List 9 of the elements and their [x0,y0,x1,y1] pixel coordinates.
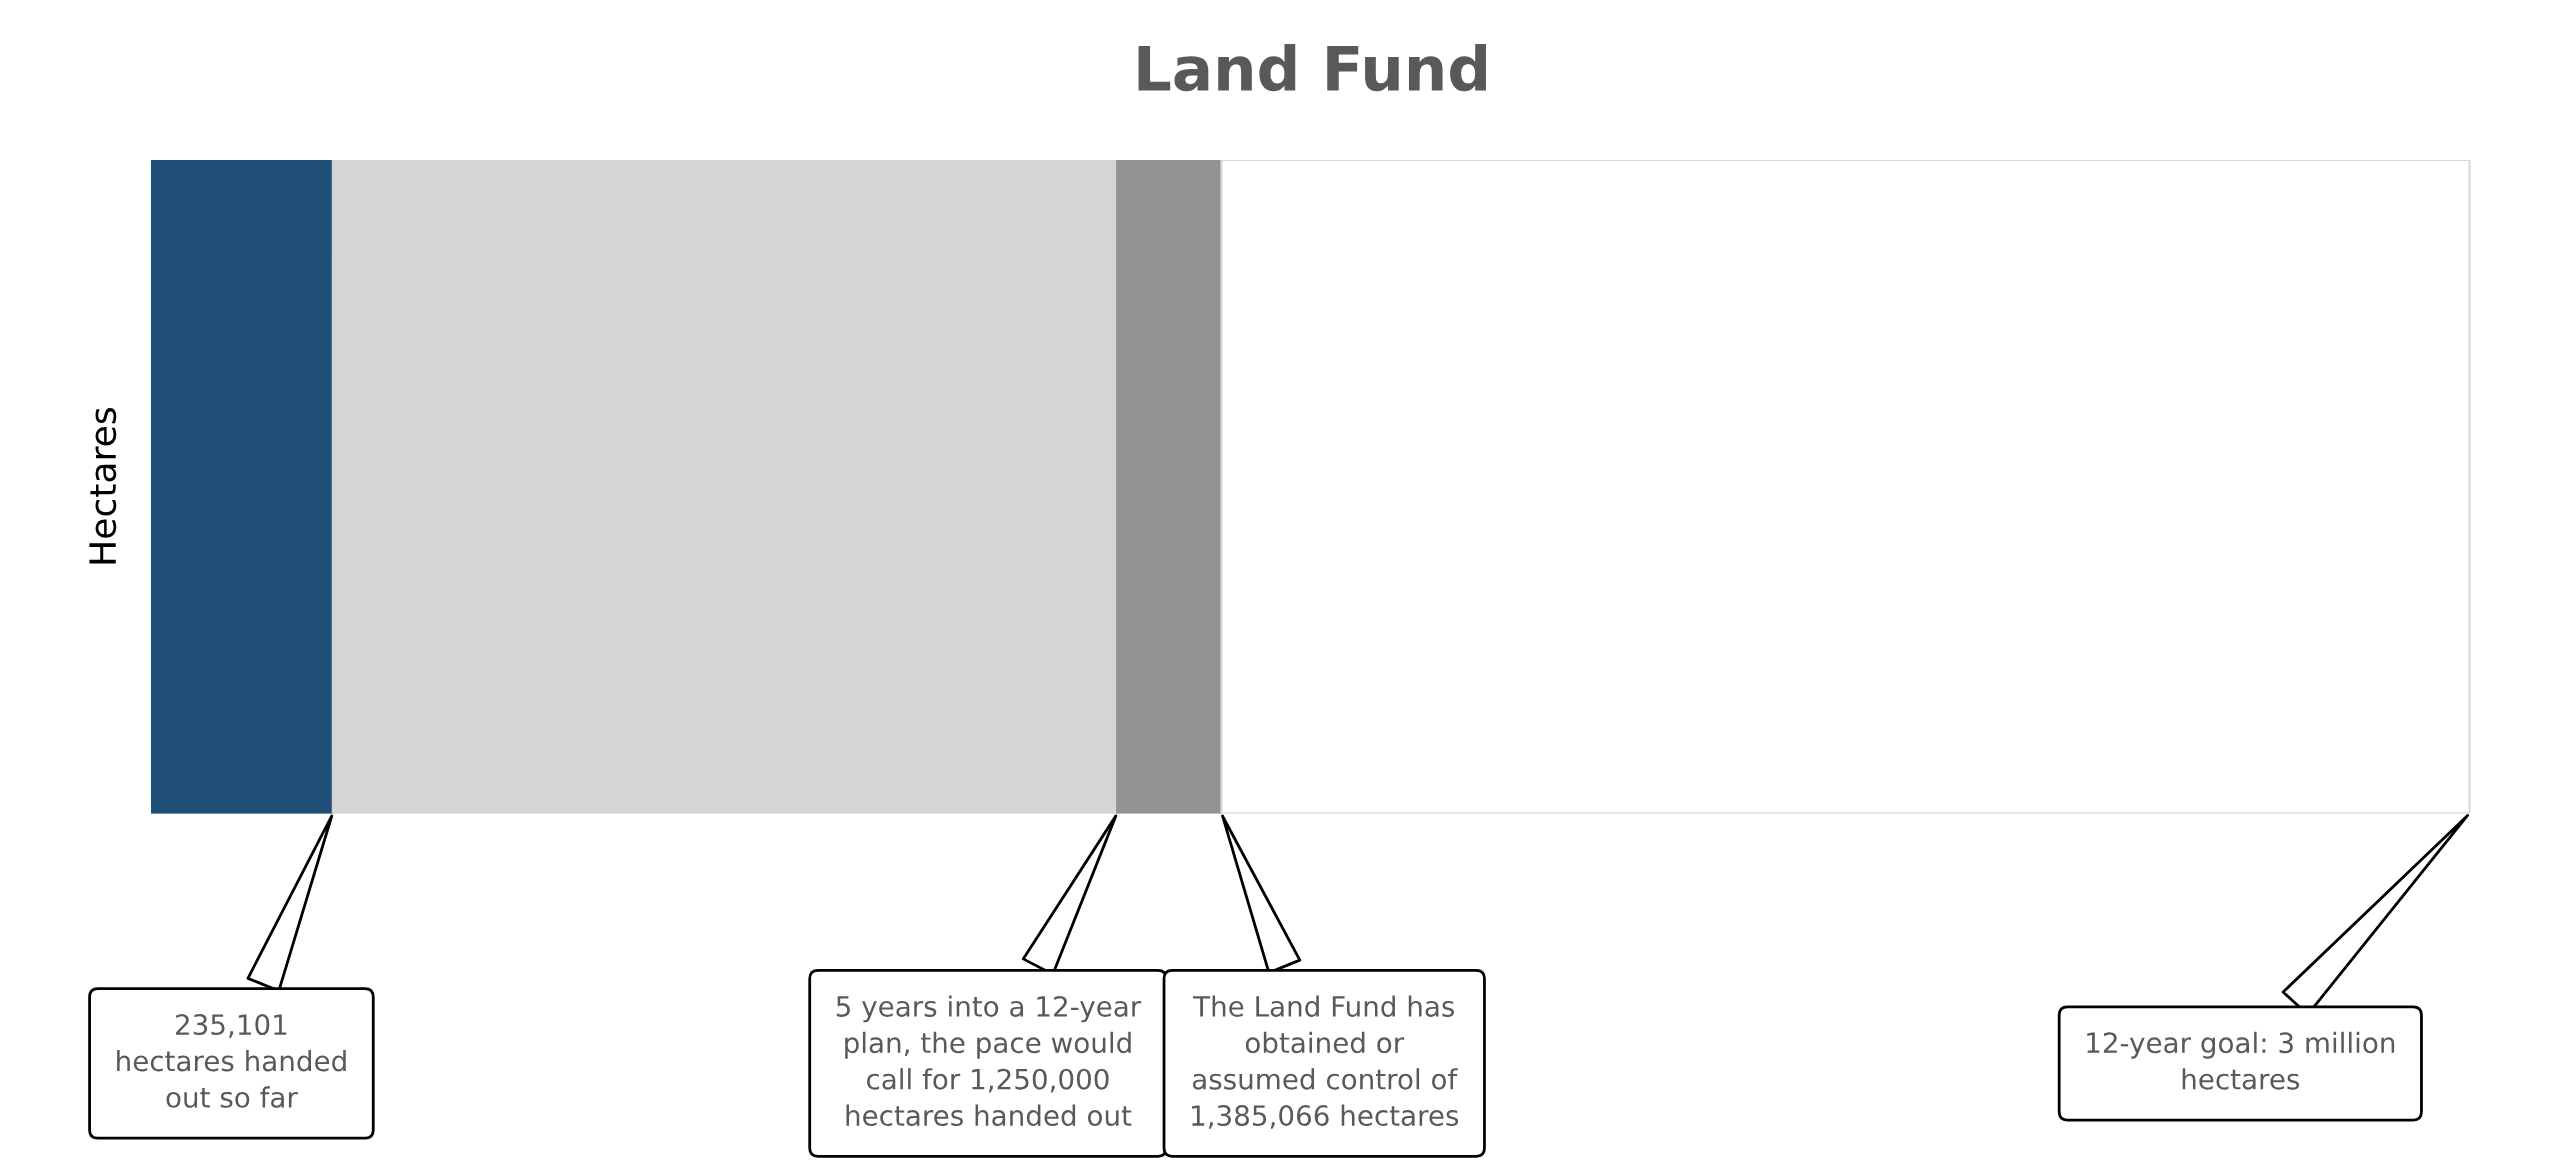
y-axis-title: Hectares [89,408,117,564]
bar [331,159,1119,814]
text: 5 years into a 12-year plan, the pace would call for 1,250,000 hectares handed out [836,995,1142,1127]
text: 12-year goal: 3 million hectares [2087,1031,2395,1090]
text: The Land Fund has obtained or assumed control of 1,385,066 hectares [1192,995,1459,1129]
chart-title: Land Fund [1138,44,1486,92]
bar [151,159,334,814]
bar [1116,159,1223,814]
text: 235,101 hectares handed out so far [117,1014,346,1108]
